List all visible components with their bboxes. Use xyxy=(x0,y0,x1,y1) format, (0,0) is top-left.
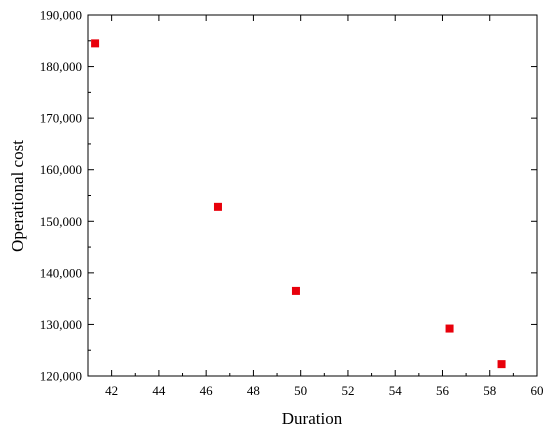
data-point xyxy=(291,286,300,295)
x-tick-label: 44 xyxy=(152,383,166,398)
x-tick-label: 50 xyxy=(294,383,307,398)
y-tick-label: 170,000 xyxy=(40,111,82,126)
y-tick-label: 120,000 xyxy=(40,369,82,384)
y-tick-label: 160,000 xyxy=(40,162,82,177)
data-point xyxy=(91,39,100,48)
y-tick-label: 130,000 xyxy=(40,317,82,332)
y-tick-label: 190,000 xyxy=(40,8,82,23)
x-axis-title: Duration xyxy=(282,409,343,428)
data-point xyxy=(497,360,506,369)
data-point xyxy=(445,324,454,333)
x-tick-label: 58 xyxy=(483,383,496,398)
y-axis-ticks: 120,000 130,000 140,000 150,000 160,000 170,0… xyxy=(40,8,537,384)
y-tick-label: 180,000 xyxy=(40,59,82,74)
x-tick-label: 46 xyxy=(200,383,214,398)
data-points xyxy=(91,39,506,369)
x-tick-label: 56 xyxy=(436,383,450,398)
y-axis-title: Operational cost xyxy=(8,140,27,252)
x-tick-label: 48 xyxy=(247,383,260,398)
y-tick-label: 150,000 xyxy=(40,214,82,229)
x-tick-label: 54 xyxy=(389,383,403,398)
x-tick-label: 52 xyxy=(341,383,354,398)
y-tick-label: 140,000 xyxy=(40,265,82,280)
plot-frame xyxy=(87,14,538,377)
x-axis-ticks: 42 44 46 48 50 52 54 56 58 60 xyxy=(87,15,544,398)
x-tick-label: 60 xyxy=(531,383,544,398)
data-point xyxy=(213,202,222,211)
x-tick-label: 42 xyxy=(105,383,118,398)
